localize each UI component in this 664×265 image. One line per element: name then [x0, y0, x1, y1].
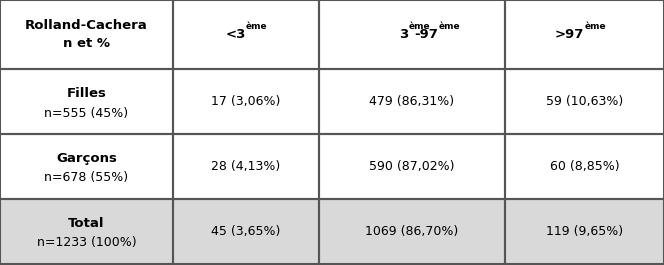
Text: 59 (10,63%): 59 (10,63%) [546, 95, 623, 108]
Text: 119 (9,65%): 119 (9,65%) [546, 225, 623, 238]
Bar [0, 199, 173, 264]
Bar [505, 69, 664, 134]
Text: n=678 (55%): n=678 (55%) [44, 171, 128, 184]
Text: 17 (3,06%): 17 (3,06%) [211, 95, 280, 108]
Text: 1069 (86,70%): 1069 (86,70%) [365, 225, 458, 238]
Text: ème: ème [408, 22, 430, 31]
Text: Total: Total [68, 217, 104, 230]
Bar [0, 134, 173, 199]
FancyBboxPatch shape [173, 0, 319, 69]
FancyBboxPatch shape [319, 69, 505, 134]
Bar [173, 134, 319, 199]
Bar [0, 69, 173, 134]
FancyBboxPatch shape [505, 134, 664, 199]
Text: Garçons: Garçons [56, 152, 117, 165]
Bar [319, 69, 505, 134]
FancyBboxPatch shape [319, 199, 505, 264]
Bar [505, 199, 664, 264]
Bar [505, 0, 664, 69]
Text: -97: -97 [414, 28, 438, 41]
Text: ème: ème [438, 22, 460, 31]
Bar [319, 134, 505, 199]
Text: ème: ème [246, 22, 268, 31]
Text: 45 (3,65%): 45 (3,65%) [211, 225, 280, 238]
FancyBboxPatch shape [0, 69, 173, 134]
Bar [505, 134, 664, 199]
FancyBboxPatch shape [505, 69, 664, 134]
FancyBboxPatch shape [0, 0, 173, 69]
FancyBboxPatch shape [505, 0, 664, 69]
Bar [173, 199, 319, 264]
FancyBboxPatch shape [319, 0, 505, 69]
Text: n=1233 (100%): n=1233 (100%) [37, 236, 136, 249]
Text: 28 (4,13%): 28 (4,13%) [211, 160, 280, 173]
Text: 3: 3 [399, 28, 408, 41]
Bar [173, 69, 319, 134]
FancyBboxPatch shape [0, 134, 173, 199]
Text: 590 (87,02%): 590 (87,02%) [369, 160, 454, 173]
Text: <3: <3 [225, 28, 246, 41]
Text: Filles: Filles [66, 87, 106, 100]
Text: Rolland-Cachera
n et %: Rolland-Cachera n et % [25, 19, 147, 50]
Bar [319, 0, 505, 69]
FancyBboxPatch shape [319, 134, 505, 199]
Text: >97: >97 [555, 28, 584, 41]
FancyBboxPatch shape [0, 199, 173, 264]
Bar [0, 0, 173, 69]
FancyBboxPatch shape [173, 199, 319, 264]
FancyBboxPatch shape [173, 134, 319, 199]
FancyBboxPatch shape [173, 69, 319, 134]
Text: ème: ème [584, 22, 606, 31]
Text: 60 (8,85%): 60 (8,85%) [550, 160, 619, 173]
Text: 479 (86,31%): 479 (86,31%) [369, 95, 454, 108]
Bar [173, 0, 319, 69]
Text: n=555 (45%): n=555 (45%) [44, 107, 128, 120]
FancyBboxPatch shape [505, 199, 664, 264]
Bar [319, 199, 505, 264]
